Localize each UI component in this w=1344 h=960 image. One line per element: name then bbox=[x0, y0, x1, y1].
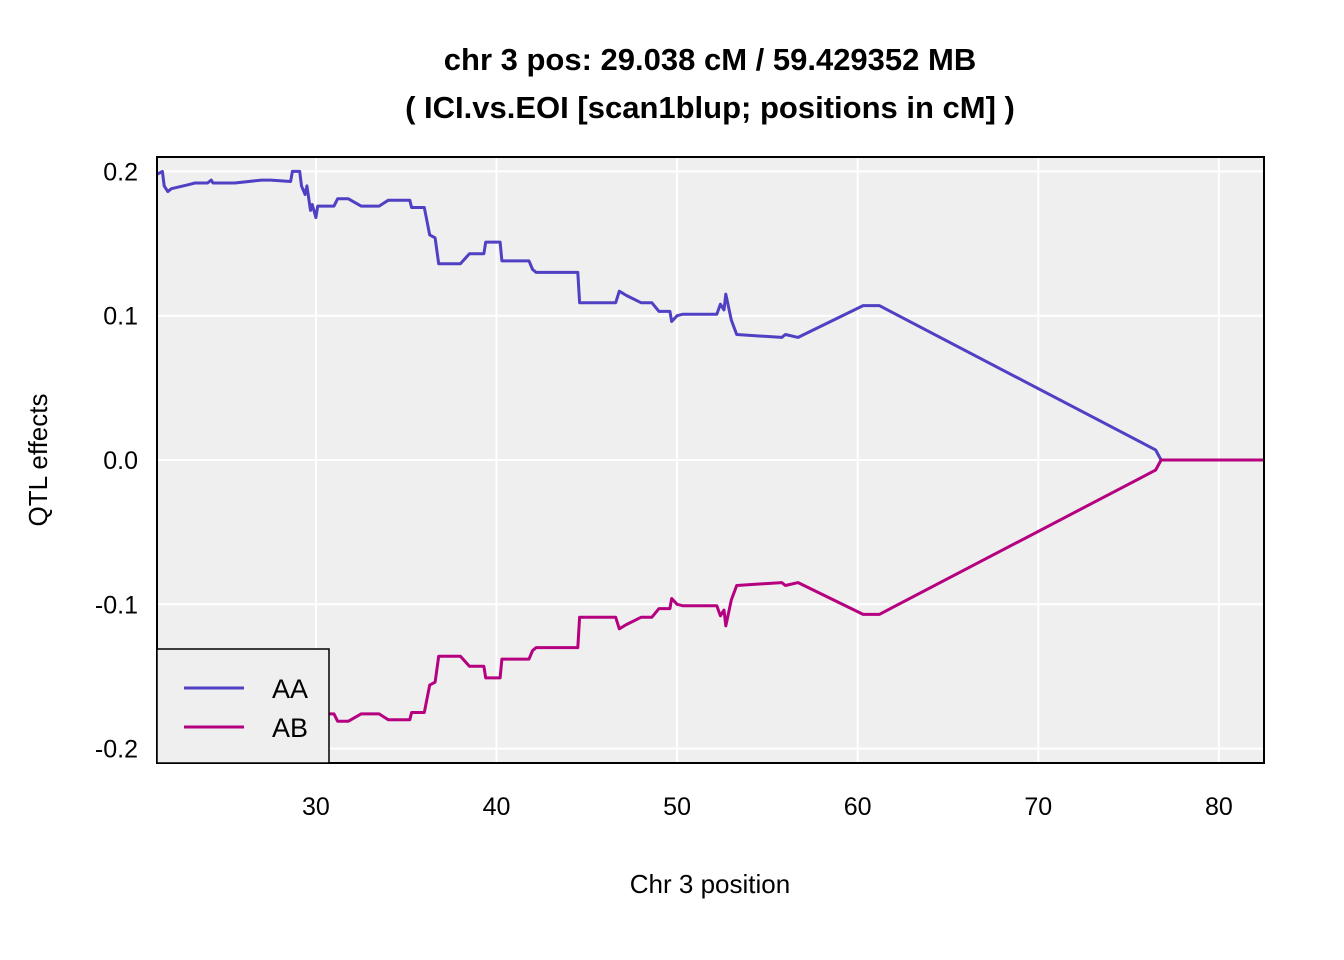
legend-label-aa: AA bbox=[272, 674, 308, 704]
series-line-aa bbox=[156, 169, 1264, 462]
chart-subtitle: ( ICI.vs.EOI [scan1blup; positions in cM… bbox=[405, 90, 1015, 125]
x-tick-label: 30 bbox=[302, 793, 330, 821]
x-tick-label: 80 bbox=[1205, 793, 1233, 821]
x-tick-label: 40 bbox=[483, 793, 511, 821]
plot-frame bbox=[156, 156, 1265, 764]
x-tick-label: 70 bbox=[1024, 793, 1052, 821]
y-tick-label: -0.1 bbox=[95, 591, 138, 619]
chart-title: chr 3 pos: 29.038 cM / 59.429352 MB bbox=[444, 42, 976, 77]
y-axis-label: QTL effects bbox=[23, 394, 53, 527]
legend-label-ab: AB bbox=[272, 713, 308, 743]
y-tick-label: -0.2 bbox=[95, 736, 138, 764]
x-axis-ticks: 30 40 50 60 70 80 bbox=[302, 793, 1233, 821]
x-axis-label: Chr 3 position bbox=[630, 869, 790, 899]
series-line-ab bbox=[323, 458, 1264, 723]
y-tick-label: 0.2 bbox=[103, 158, 138, 186]
x-tick-label: 60 bbox=[844, 793, 872, 821]
y-tick-label: 0.1 bbox=[103, 303, 138, 331]
series-layer bbox=[156, 169, 1264, 723]
legend-box bbox=[156, 648, 330, 764]
y-tick-label: 0.0 bbox=[103, 447, 138, 475]
x-tick-label: 50 bbox=[663, 793, 691, 821]
legend: AA AB bbox=[156, 648, 330, 764]
y-axis-ticks: -0.2 -0.1 0.0 0.1 0.2 bbox=[95, 158, 138, 763]
